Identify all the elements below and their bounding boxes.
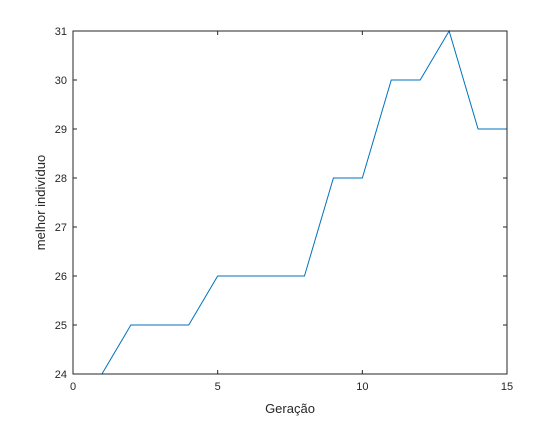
y-axis-label: melhor indivíduo — [33, 155, 48, 250]
series-line — [101, 29, 507, 375]
y-tick-label: 28 — [55, 173, 67, 185]
y-tick-label: 31 — [55, 26, 67, 38]
x-tick-label: 5 — [215, 381, 221, 393]
y-tick-label: 26 — [55, 271, 67, 283]
x-axis-label: Geração — [265, 401, 315, 416]
y-tick-label: 29 — [55, 124, 67, 136]
y-tick-label: 25 — [55, 320, 67, 332]
x-tick-label: 15 — [501, 381, 513, 393]
y-tick-label: 30 — [55, 75, 67, 87]
y-tick-label: 24 — [55, 369, 67, 381]
plot-area — [73, 31, 507, 374]
x-tick-label: 10 — [356, 381, 368, 393]
x-tick-label: 0 — [70, 381, 76, 393]
plot-frame — [72, 30, 508, 375]
y-tick-label: 27 — [55, 222, 67, 234]
